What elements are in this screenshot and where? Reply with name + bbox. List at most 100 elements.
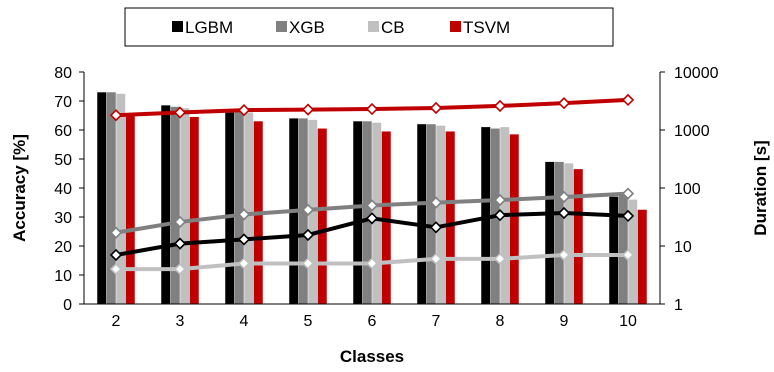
y-tick-label: 0 xyxy=(63,297,72,314)
bar-xgb-10 xyxy=(618,195,628,304)
marker-xgb-10 xyxy=(621,187,635,200)
bar-cb-5 xyxy=(308,119,318,304)
marker-xgb-3 xyxy=(173,215,187,229)
bar-cb-6 xyxy=(372,122,382,304)
bar-xgb-9 xyxy=(554,161,564,304)
legend: LGBM XGB CB TSVM xyxy=(124,7,614,47)
marker-xgb-2 xyxy=(109,226,123,239)
marker-cb-10 xyxy=(621,248,635,262)
bar-lgbm-3 xyxy=(161,105,171,304)
marker-xgb-5 xyxy=(301,203,315,216)
marker-lgbm-6 xyxy=(365,212,379,225)
x-tick-label: 8 xyxy=(496,313,505,330)
x-tick-label: 4 xyxy=(240,313,249,330)
bar-lgbm-9 xyxy=(545,161,555,304)
y-tick-label: 30 xyxy=(54,210,72,227)
marker-xgb-7 xyxy=(429,196,443,209)
marker-tsvm-7 xyxy=(429,101,443,115)
y-tick-label: 50 xyxy=(54,152,72,169)
bar-xgb-7 xyxy=(426,124,436,304)
x-tick-label: 3 xyxy=(176,313,185,330)
bar-cb-2 xyxy=(116,93,126,304)
marker-xgb-9 xyxy=(557,190,571,204)
y2-tick-label: 1 xyxy=(674,297,683,314)
bar-lgbm-8 xyxy=(481,127,491,304)
bar-cb-10 xyxy=(628,199,638,304)
marker-cb-2 xyxy=(109,262,123,276)
bar-tsvm-2 xyxy=(125,115,135,304)
marker-tsvm-9 xyxy=(557,97,571,110)
y-tick-label: 10 xyxy=(54,268,72,285)
bar-tsvm-8 xyxy=(509,134,519,304)
y-axis-title: Accuracy [%] xyxy=(10,134,29,242)
marker-tsvm-10 xyxy=(621,93,635,107)
y-tick-label: 60 xyxy=(54,123,72,140)
legend-label-lgbm: LGBM xyxy=(185,18,233,37)
bar-xgb-4 xyxy=(234,111,244,305)
x-axis-title: Classes xyxy=(340,347,404,366)
marker-tsvm-3 xyxy=(173,106,187,119)
marker-xgb-8 xyxy=(493,193,507,207)
legend-swatch-lgbm xyxy=(172,21,183,32)
bar-cb-4 xyxy=(244,112,254,304)
legend-swatch-tsvm xyxy=(450,21,461,32)
x-tick-label: 5 xyxy=(304,313,313,330)
marker-cb-9 xyxy=(557,248,571,262)
legend-swatch-cb xyxy=(368,21,379,32)
bar-cb-3 xyxy=(180,108,190,304)
legend-label-cb: CB xyxy=(381,18,405,37)
bar-tsvm-9 xyxy=(573,169,583,304)
marker-cb-7 xyxy=(429,252,443,265)
marker-cb-8 xyxy=(493,252,507,265)
y2-tick-label: 10 xyxy=(674,239,692,256)
marker-tsvm-5 xyxy=(301,103,315,116)
bar-xgb-6 xyxy=(362,121,372,304)
bar-tsvm-7 xyxy=(445,131,455,304)
marker-tsvm-6 xyxy=(365,102,379,116)
x-tick-label: 6 xyxy=(368,313,377,330)
bar-cb-7 xyxy=(436,125,446,305)
bar-tsvm-10 xyxy=(637,209,647,304)
marker-lgbm-10 xyxy=(621,209,635,223)
bar-xgb-2 xyxy=(106,92,116,304)
marker-tsvm-2 xyxy=(109,109,123,122)
marker-xgb-4 xyxy=(237,208,251,221)
y-tick-label: 70 xyxy=(54,94,72,111)
marker-tsvm-8 xyxy=(493,99,507,113)
bar-lgbm-4 xyxy=(225,112,235,304)
bar-lgbm-6 xyxy=(353,121,363,304)
bar-cb-9 xyxy=(564,163,574,304)
bar-tsvm-3 xyxy=(189,116,199,304)
marker-tsvm-4 xyxy=(237,104,251,117)
y-tick-label: 20 xyxy=(54,239,72,256)
marker-cb-3 xyxy=(173,262,187,276)
plot-area: 0 10 20 30 40 50 60 70 80 1 10 100 1000 10000 2 3 4 5 6 7 8 9… xyxy=(54,65,718,330)
y-tick-label: 80 xyxy=(54,65,72,82)
marker-lgbm-5 xyxy=(301,228,315,242)
marker-lgbm-3 xyxy=(173,237,187,250)
marker-cb-5 xyxy=(301,257,315,270)
marker-lgbm-7 xyxy=(429,221,443,234)
bar-tsvm-6 xyxy=(381,131,391,304)
bar-xgb-3 xyxy=(170,106,180,304)
bar-lgbm-10 xyxy=(609,196,619,304)
x-tick-label: 7 xyxy=(432,313,441,330)
bar-lgbm-2 xyxy=(97,92,107,304)
marker-lgbm-8 xyxy=(493,209,507,222)
y2-tick-label: 100 xyxy=(674,181,701,198)
y2-tick-label: 1000 xyxy=(674,123,710,140)
y2-tick-label: 10000 xyxy=(674,65,719,82)
legend-swatch-xgb xyxy=(276,21,287,32)
marker-lgbm-9 xyxy=(557,206,571,220)
x-tick-label: 10 xyxy=(619,313,637,330)
y2-axis-title: Duration [s] xyxy=(751,140,770,235)
bar-tsvm-5 xyxy=(317,128,327,304)
bar-lgbm-7 xyxy=(417,124,427,304)
marker-cb-4 xyxy=(237,257,251,270)
marker-lgbm-4 xyxy=(237,233,251,246)
y-tick-label: 40 xyxy=(54,181,72,198)
marker-lgbm-2 xyxy=(109,248,123,262)
marker-cb-6 xyxy=(365,257,379,270)
marker-xgb-6 xyxy=(365,199,379,212)
